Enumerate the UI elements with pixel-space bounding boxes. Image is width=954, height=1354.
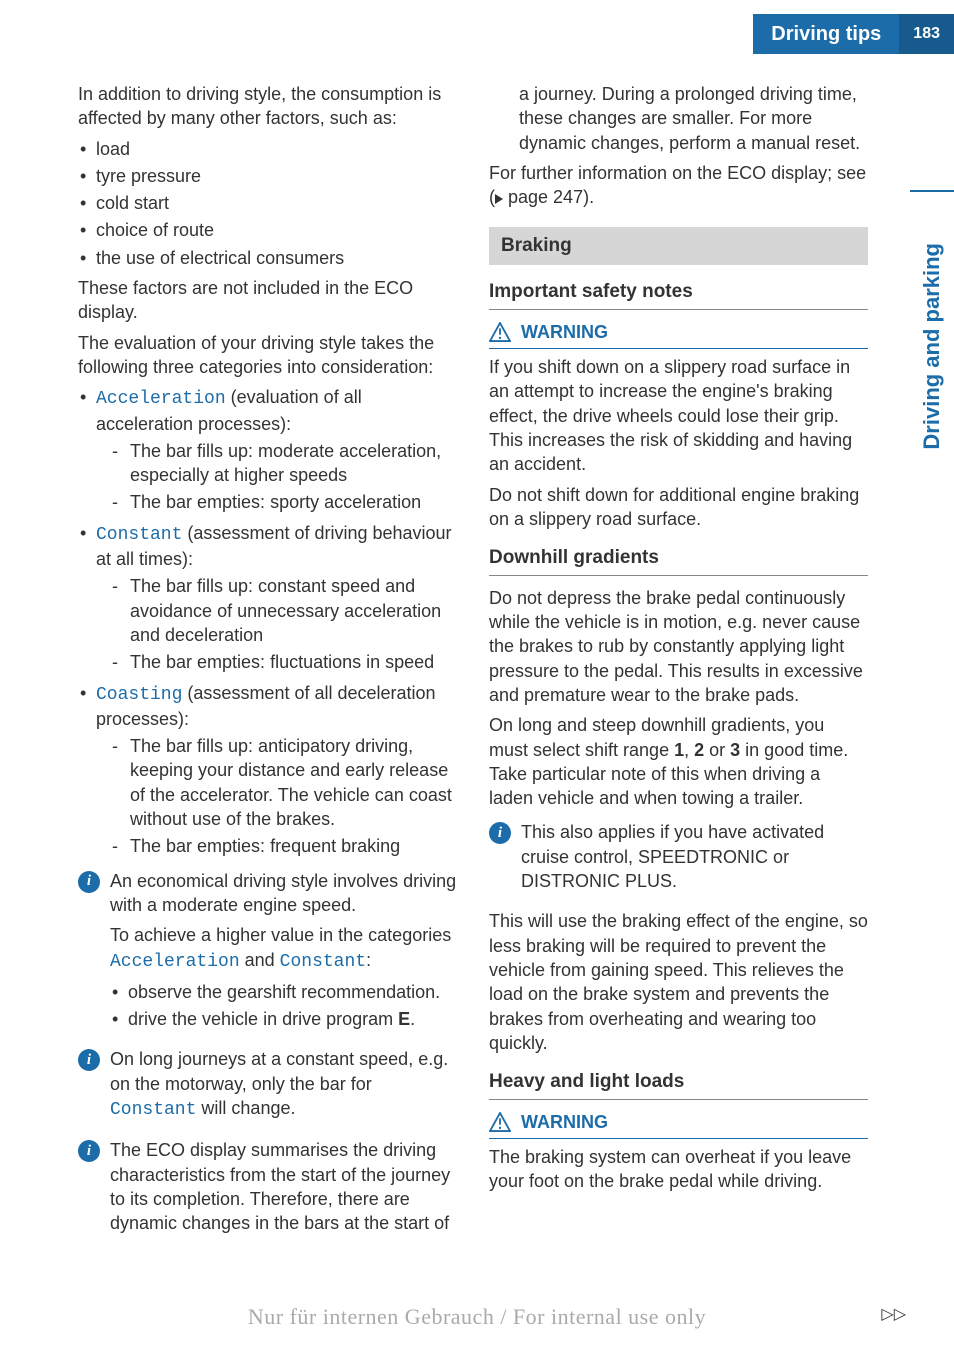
body-text: The braking system can overheat if you l… bbox=[489, 1145, 868, 1194]
list-item: Coasting (assessment of all deceleration… bbox=[78, 681, 457, 859]
list-item: cold start bbox=[78, 191, 457, 215]
display-term: Acceleration bbox=[96, 389, 226, 409]
list-item: choice of route bbox=[78, 218, 457, 242]
list-item: The bar empties: fluctuations in speed bbox=[96, 650, 457, 674]
body-text: These factors are not included in the EC… bbox=[78, 276, 457, 325]
body-text: In addition to driving style, the consum… bbox=[78, 82, 457, 131]
info-note: i This also applies if you have activate… bbox=[489, 820, 868, 899]
body-text: This will use the braking effect of the … bbox=[489, 909, 868, 1055]
info-note: i The ECO display summarises the driving… bbox=[78, 1138, 457, 1241]
list-item: drive the vehicle in drive program E. bbox=[110, 1007, 457, 1031]
info-icon: i bbox=[489, 822, 511, 844]
list-item: The bar empties: frequent braking bbox=[96, 834, 457, 858]
body-text: This also applies if you have activated … bbox=[521, 820, 868, 893]
body-text: On long and steep downhill gradients, yo… bbox=[489, 713, 868, 810]
sub-heading-downhill: Downhill gradients bbox=[489, 545, 868, 576]
sub-list: The bar fills up: constant speed and avo… bbox=[96, 574, 457, 674]
factor-list: load tyre pressure cold start choice of … bbox=[78, 137, 457, 270]
warning-block: WARNING If you shift down on a slippery … bbox=[489, 320, 868, 531]
sub-list: observe the gearshift recommendation. dr… bbox=[110, 980, 457, 1032]
page-number: 183 bbox=[899, 14, 954, 54]
warning-label: WARNING bbox=[521, 1110, 608, 1134]
info-icon: i bbox=[78, 871, 100, 893]
page-reference: page 247 bbox=[495, 187, 583, 207]
body-text: An economical driving style involves dri… bbox=[110, 869, 457, 918]
list-item: Constant (assessment of driving behaviou… bbox=[78, 521, 457, 675]
list-item: The bar fills up: constant speed and avo… bbox=[96, 574, 457, 647]
display-term: Constant bbox=[280, 952, 366, 972]
section-heading-braking: Braking bbox=[489, 227, 868, 265]
body-text: a journey. During a prolonged driving ti… bbox=[489, 82, 868, 155]
warning-heading: WARNING bbox=[489, 1110, 868, 1139]
list-item: observe the gearshift recommendation. bbox=[110, 980, 457, 1004]
list-item: the use of electrical consumers bbox=[78, 246, 457, 270]
continuation-arrow-icon: ▷▷ bbox=[881, 1304, 906, 1326]
info-note: i An economical driving style involves d… bbox=[78, 869, 457, 1038]
chapter-tab-label: Driving and parking bbox=[917, 243, 947, 450]
info-note: i On long journeys at a constant speed, … bbox=[78, 1047, 457, 1128]
warning-block: WARNING The braking system can overheat … bbox=[489, 1110, 868, 1194]
warning-triangle-icon bbox=[489, 322, 511, 342]
page-header: Driving tips 183 bbox=[753, 14, 954, 54]
body-text: Do not depress the brake pedal continuou… bbox=[489, 586, 868, 707]
list-item: Acceleration (evaluation of all accelera… bbox=[78, 385, 457, 514]
list-item: tyre pressure bbox=[78, 164, 457, 188]
watermark-footer: Nur für internen Gebrauch / For internal… bbox=[0, 1302, 954, 1332]
info-icon: i bbox=[78, 1049, 100, 1071]
display-term: Coasting bbox=[96, 685, 182, 705]
info-icon: i bbox=[78, 1140, 100, 1162]
list-item: The bar fills up: moderate acceleration,… bbox=[96, 439, 457, 488]
side-tab: Driving and parking bbox=[910, 190, 954, 500]
sub-list: The bar fills up: moderate acceleration,… bbox=[96, 439, 457, 515]
body-text: To achieve a higher value in the categor… bbox=[110, 923, 457, 974]
page-content: In addition to driving style, the consum… bbox=[78, 82, 868, 1262]
body-text: The evaluation of your driving style tak… bbox=[78, 331, 457, 380]
body-text: If you shift down on a slippery road sur… bbox=[489, 355, 868, 476]
list-item: The bar empties: sporty acceleration bbox=[96, 490, 457, 514]
display-term: Constant bbox=[110, 1100, 196, 1120]
warning-label: WARNING bbox=[521, 320, 608, 344]
display-term: Acceleration bbox=[110, 952, 240, 972]
triangle-icon bbox=[495, 194, 503, 204]
category-list: Acceleration (evaluation of all accelera… bbox=[78, 385, 457, 858]
sub-heading-safety-notes: Important safety notes bbox=[489, 279, 868, 310]
warning-heading: WARNING bbox=[489, 320, 868, 349]
body-text: For further information on the ECO displ… bbox=[489, 161, 868, 210]
sub-list: The bar fills up: anticipatory driving, … bbox=[96, 734, 457, 858]
body-text: The ECO display summarises the driving c… bbox=[110, 1138, 457, 1235]
list-item: The bar fills up: anticipatory driving, … bbox=[96, 734, 457, 831]
body-text: Do not shift down for additional engine … bbox=[489, 483, 868, 532]
sub-heading-heavy-loads: Heavy and light loads bbox=[489, 1069, 868, 1100]
body-text: On long journeys at a constant speed, e.… bbox=[110, 1047, 457, 1122]
warning-triangle-icon bbox=[489, 1112, 511, 1132]
display-term: Constant bbox=[96, 525, 182, 545]
list-item: load bbox=[78, 137, 457, 161]
section-title: Driving tips bbox=[753, 14, 899, 54]
